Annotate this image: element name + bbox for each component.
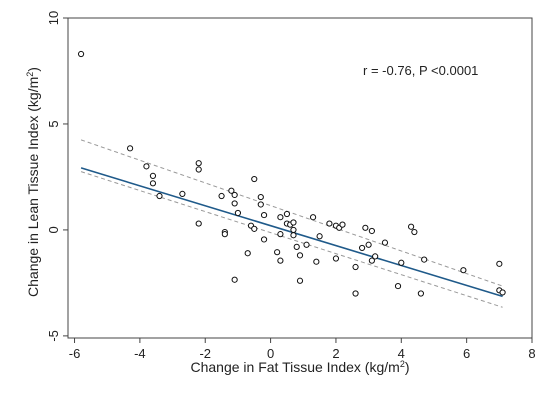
- data-point: [381, 239, 389, 246]
- data-point: [296, 252, 304, 259]
- data-point: [260, 211, 268, 219]
- data-point: [316, 233, 323, 240]
- data-point: [499, 289, 506, 296]
- ci-upper-line: [80, 139, 503, 287]
- data-point: [352, 263, 359, 271]
- x-tick-label: 0: [267, 346, 274, 361]
- data-point: [365, 241, 372, 248]
- y-axis-ticks: -5 0 5 10: [46, 11, 68, 342]
- confidence-band: [80, 139, 503, 308]
- data-point: [260, 236, 268, 243]
- y-axis-title-end: ): [25, 67, 41, 72]
- data-point: [195, 166, 202, 173]
- data-point: [309, 214, 317, 221]
- ci-lower-line: [80, 171, 503, 308]
- data-point: [231, 191, 238, 199]
- y-tick-label: 5: [46, 120, 61, 127]
- data-point: [407, 223, 415, 230]
- data-point: [228, 187, 235, 194]
- data-point: [277, 214, 284, 221]
- data-point: [143, 163, 150, 170]
- correlation-annotation: r = -0.76, P <0.0001: [363, 63, 478, 78]
- data-point: [368, 227, 375, 235]
- data-point: [195, 160, 202, 167]
- data-point: [257, 193, 264, 201]
- data-point: [251, 225, 258, 232]
- y-tick-label: -5: [46, 330, 61, 342]
- data-point: [290, 226, 297, 234]
- x-axis-title-text: Change in Fat Tissue Index (kg/m: [190, 359, 399, 375]
- data-point: [179, 190, 186, 197]
- y-tick-label: 0: [46, 226, 61, 233]
- data-point: [358, 244, 366, 252]
- data-point: [352, 290, 359, 297]
- data-point: [283, 210, 291, 218]
- x-tick-label: -6: [69, 346, 81, 361]
- data-point: [332, 255, 340, 262]
- data-point: [257, 201, 264, 208]
- data-point: [339, 221, 346, 228]
- data-point: [126, 145, 134, 152]
- data-point: [156, 192, 163, 200]
- data-point: [231, 276, 238, 283]
- data-point: [277, 257, 284, 264]
- data-point: [234, 209, 242, 217]
- data-point: [251, 175, 258, 183]
- x-axis-ticks: -6 -4 -2 0 2 4 6 8: [69, 338, 536, 361]
- x-tick-label: -4: [134, 346, 146, 361]
- data-point: [277, 231, 284, 238]
- data-point: [362, 224, 369, 231]
- data-point: [368, 257, 375, 264]
- data-point: [417, 290, 425, 297]
- data-point: [303, 241, 310, 248]
- data-point: [496, 260, 503, 267]
- data-point: [231, 200, 238, 207]
- x-tick-label: 6: [463, 346, 470, 361]
- data-point: [296, 277, 304, 284]
- data-point: [326, 220, 333, 227]
- x-tick-label: 2: [332, 346, 339, 361]
- x-axis-title: Change in Fat Tissue Index (kg/m2): [190, 359, 409, 375]
- data-point: [290, 219, 297, 226]
- x-axis-title-end: ): [405, 359, 410, 375]
- data-point: [195, 220, 202, 227]
- data-point: [218, 192, 225, 200]
- x-tick-label: -2: [199, 346, 211, 361]
- data-point: [244, 250, 251, 257]
- data-point: [313, 258, 320, 265]
- data-point: [274, 249, 281, 256]
- x-tick-label: 8: [528, 346, 535, 361]
- data-point: [290, 232, 297, 239]
- x-tick-label: 4: [398, 346, 405, 361]
- y-axis-title-sup: 2: [25, 72, 35, 77]
- data-point: [149, 180, 157, 187]
- data-point: [372, 253, 379, 260]
- y-axis-title: Change in Lean Tissue Index (kg/m2): [25, 67, 41, 297]
- data-points: [77, 50, 506, 297]
- plot-frame: [67, 17, 533, 339]
- data-point: [411, 228, 418, 236]
- data-point: [221, 231, 228, 238]
- data-point: [149, 172, 157, 179]
- data-point: [398, 259, 405, 266]
- x-axis-title-sup: 2: [400, 359, 405, 369]
- y-tick-label: 10: [46, 11, 61, 25]
- data-point: [394, 282, 402, 290]
- data-point: [460, 267, 467, 274]
- y-axis-title-text: Change in Lean Tissue Index (kg/m: [25, 77, 41, 297]
- data-point: [293, 243, 300, 250]
- data-point: [77, 50, 85, 58]
- data-point: [421, 256, 428, 263]
